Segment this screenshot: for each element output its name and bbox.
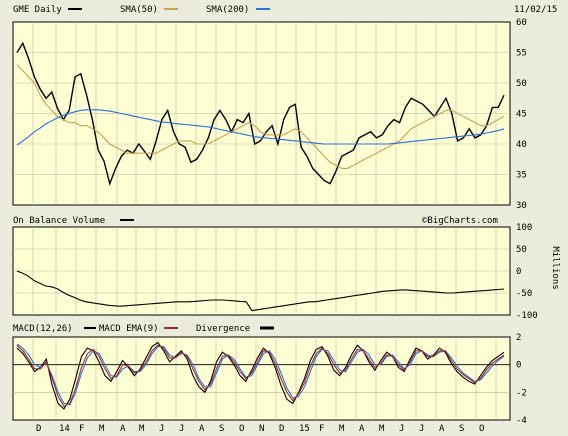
x-tick-label: F: [319, 424, 324, 434]
x-tick-label: A: [199, 424, 205, 434]
y-tick-label: 45: [516, 110, 527, 120]
x-tick-label: J: [179, 424, 184, 434]
macd-legend-label-ema: MACD EMA(9): [99, 324, 159, 334]
y-tick-label: 2: [516, 333, 521, 343]
x-tick-label: O: [239, 424, 244, 434]
x-tick-label: A: [359, 424, 365, 434]
price-y-axis: 30 35 40 45 50 55 60: [516, 18, 527, 211]
x-tick-label: O: [479, 424, 484, 434]
y-tick-label: 40: [516, 140, 527, 150]
y-tick-label: -50: [516, 289, 532, 299]
x-tick-label: 15: [299, 424, 310, 434]
price-panel: 30 35 40 45 50 55 60: [12, 18, 527, 211]
y-tick-label: 100: [516, 223, 532, 233]
x-tick-label: M: [99, 424, 105, 434]
macd-legend-label-divergence: Divergence: [196, 324, 250, 334]
x-tick-label: A: [120, 424, 126, 434]
obv-panel: On Balance Volume ©BigCharts.com 100 50 0 -…: [12, 216, 560, 321]
y-tick-label: 60: [516, 18, 527, 28]
y-tick-label: 30: [516, 201, 527, 211]
price-series: [16, 41, 505, 187]
series-line-2: [16, 109, 505, 146]
series-line-0: [16, 270, 505, 312]
series-line-0: [16, 41, 505, 187]
macd-panel: MACD(12,26) MACD EMA(9) Divergence 2 0 -2 -…: [12, 324, 527, 426]
x-axis: D 14 F M A M J J A S O N D 15 F M A M J J A S O: [36, 424, 484, 434]
series-line-1: [16, 64, 505, 169]
x-tick-label: J: [159, 424, 164, 434]
obv-grid: [13, 227, 510, 315]
price-grid: [13, 22, 510, 205]
legend-label-sma200: SMA(200): [206, 5, 249, 15]
obv-title: On Balance Volume: [13, 216, 105, 226]
x-tick-label: N: [259, 424, 264, 434]
chart-date: 11/02/15: [514, 5, 557, 15]
x-tick-label: M: [139, 424, 145, 434]
x-tick-label: S: [459, 424, 464, 434]
watermark: ©BigCharts.com: [422, 216, 498, 226]
series-line-2: [16, 344, 505, 407]
x-tick-label: M: [379, 424, 385, 434]
y-tick-label: 50: [516, 79, 527, 89]
x-tick-label: D: [279, 424, 284, 434]
y-tick-label: -4: [516, 416, 527, 426]
y-tick-label: 50: [516, 245, 527, 255]
y-tick-label: 35: [516, 171, 527, 181]
x-tick-label: J: [419, 424, 424, 434]
y-tick-label: -2: [516, 388, 527, 398]
x-tick-label: 14: [59, 424, 70, 434]
y-tick-label: -100: [516, 311, 538, 321]
obv-series: [16, 270, 505, 312]
macd-panel-bg: [12, 336, 511, 421]
y-tick-label: 55: [516, 49, 527, 59]
x-tick-label: F: [79, 424, 84, 434]
obv-ylabel: Millions: [550, 246, 560, 289]
macd-y-axis: 2 0 -2 -4: [516, 333, 527, 426]
obv-y-axis: 100 50 0 -50 -100: [516, 223, 538, 321]
header-legend: GME Daily SMA(50) SMA(200) 11/02/15: [13, 5, 557, 15]
macd-legend-label-macd: MACD(12,26): [13, 324, 73, 334]
x-tick-label: S: [219, 424, 224, 434]
macd-series: [16, 341, 505, 410]
x-tick-label: A: [439, 424, 445, 434]
x-tick-label: M: [339, 424, 345, 434]
y-tick-label: 0: [516, 267, 521, 277]
x-tick-label: D: [36, 424, 41, 434]
x-tick-label: J: [399, 424, 404, 434]
y-tick-label: 0: [516, 361, 521, 371]
legend-label-gme: GME Daily: [13, 5, 62, 15]
legend-label-sma50: SMA(50): [120, 5, 158, 15]
